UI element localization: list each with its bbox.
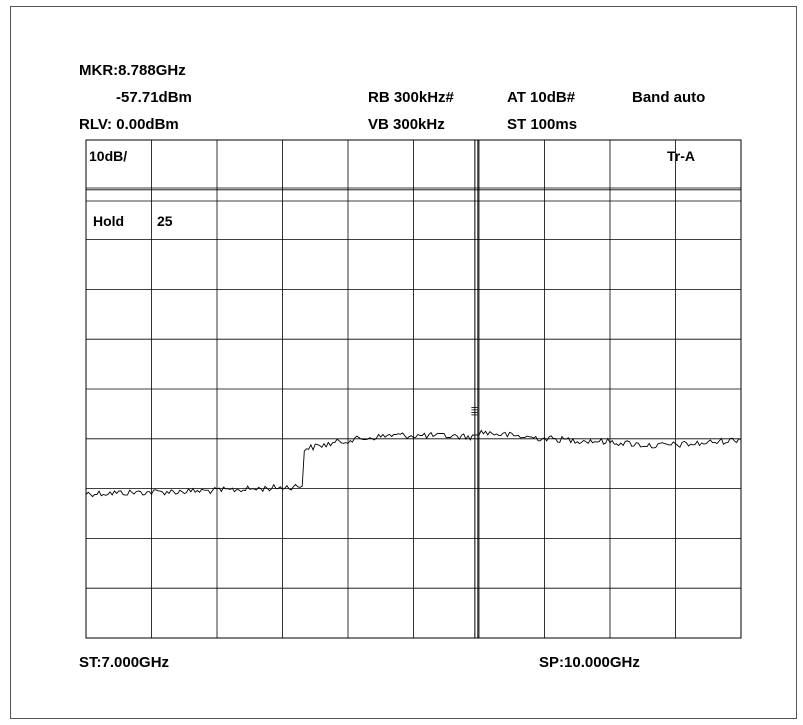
scale-label: 10dB/ — [89, 148, 127, 164]
marker-tick — [471, 406, 478, 416]
attenuation: AT 10dB# — [507, 89, 576, 106]
marker-level: -57.71dBm — [116, 89, 192, 106]
trace-label: Tr-A — [667, 148, 695, 164]
sweep-time: ST 100ms — [507, 116, 578, 133]
reference-level: RLV: 0.00dBm — [79, 116, 179, 133]
hold-value: 25 — [157, 213, 173, 229]
start-frequency: ST:7.000GHz — [79, 654, 170, 671]
marker-frequency: MKR:8.788GHz — [79, 62, 186, 79]
resolution-bandwidth: RB 300kHz# — [368, 89, 454, 106]
hold-label: Hold — [93, 213, 124, 229]
instrument-frame — [10, 6, 797, 719]
video-bandwidth: VB 300kHz — [368, 116, 445, 133]
plot-grid — [85, 139, 742, 639]
trace-group — [85, 429, 742, 498]
trace-line — [85, 429, 742, 498]
band-setting: Band auto — [632, 89, 706, 106]
stop-frequency: SP:10.000GHz — [539, 654, 640, 671]
